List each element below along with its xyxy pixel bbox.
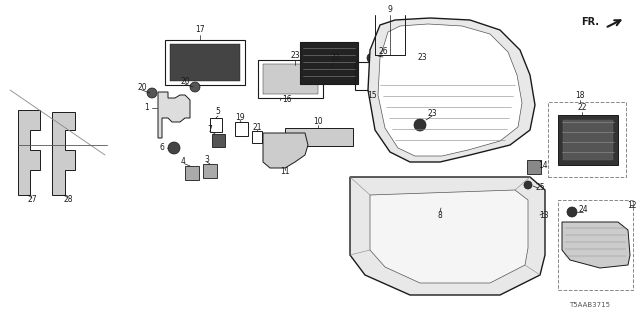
Text: 5: 5	[216, 108, 220, 116]
Text: 3: 3	[205, 156, 209, 164]
Circle shape	[440, 203, 450, 213]
Bar	[185, 166, 199, 180]
Polygon shape	[350, 177, 545, 295]
Text: 6: 6	[159, 143, 164, 153]
Text: 26: 26	[378, 47, 388, 57]
Circle shape	[567, 207, 577, 217]
Circle shape	[168, 142, 180, 154]
Circle shape	[147, 88, 157, 98]
Text: 11: 11	[280, 167, 290, 177]
Text: 22: 22	[577, 103, 587, 113]
Text: FR.: FR.	[581, 17, 599, 27]
Text: 18: 18	[575, 92, 585, 100]
Text: 8: 8	[438, 211, 442, 220]
Bar	[212, 134, 225, 147]
Text: 20: 20	[137, 84, 147, 92]
Text: 4: 4	[180, 157, 186, 166]
Bar	[548, 102, 626, 177]
Polygon shape	[378, 24, 522, 156]
Text: 27: 27	[27, 196, 37, 204]
Polygon shape	[52, 112, 75, 195]
Bar	[210, 118, 222, 132]
Text: T5AAB3715: T5AAB3715	[570, 302, 611, 308]
Polygon shape	[263, 133, 308, 168]
Text: 19: 19	[235, 114, 245, 123]
Text: 25: 25	[535, 183, 545, 193]
Circle shape	[414, 119, 426, 131]
Text: 13: 13	[539, 211, 549, 220]
Polygon shape	[562, 222, 630, 268]
Text: 16: 16	[282, 95, 292, 105]
Bar	[285, 128, 353, 146]
Bar	[203, 164, 217, 178]
Bar	[558, 200, 633, 290]
Bar	[355, 62, 390, 90]
Bar	[300, 42, 358, 84]
Circle shape	[524, 181, 532, 189]
Circle shape	[190, 82, 200, 92]
Text: 17: 17	[195, 26, 205, 35]
Circle shape	[367, 53, 377, 63]
Polygon shape	[18, 110, 40, 195]
Text: 23: 23	[427, 108, 437, 117]
Bar	[527, 160, 541, 174]
Text: 24: 24	[578, 205, 588, 214]
Bar	[558, 115, 618, 165]
Text: 28: 28	[63, 196, 73, 204]
Polygon shape	[368, 18, 535, 162]
Bar	[170, 44, 240, 81]
Text: 23: 23	[290, 51, 300, 60]
Bar	[165, 40, 245, 85]
Bar	[263, 64, 318, 94]
Polygon shape	[158, 92, 190, 138]
Text: 15: 15	[367, 91, 377, 100]
Bar	[252, 131, 262, 143]
Text: 10: 10	[313, 117, 323, 126]
Bar	[563, 120, 613, 160]
Text: 23: 23	[417, 53, 427, 62]
Text: 12: 12	[627, 201, 637, 210]
Text: 20: 20	[180, 77, 190, 86]
Text: 7: 7	[207, 125, 212, 134]
Text: 23: 23	[330, 53, 340, 62]
Bar	[235, 122, 248, 136]
Text: 9: 9	[388, 5, 392, 14]
Polygon shape	[370, 190, 528, 283]
Text: 21: 21	[252, 123, 262, 132]
Text: 14: 14	[538, 161, 548, 170]
Bar	[258, 60, 323, 98]
Text: 1: 1	[145, 103, 149, 113]
